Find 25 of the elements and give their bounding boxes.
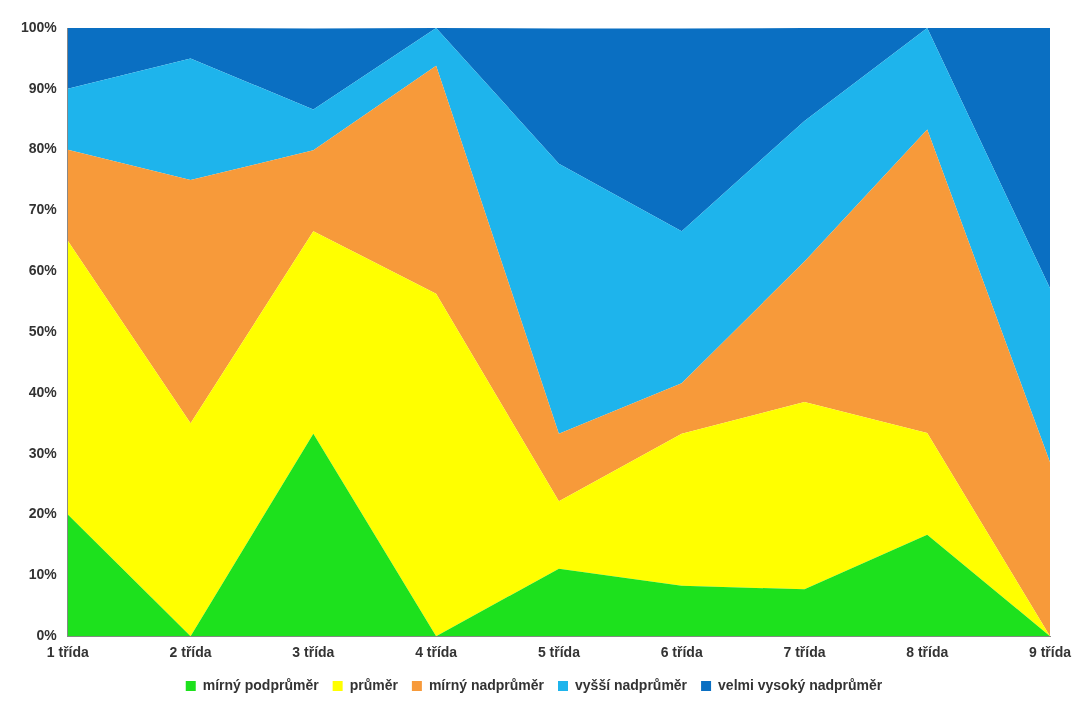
- x-tick-label: 9 třída: [1028, 644, 1072, 661]
- y-tick-label: 0%: [36, 627, 58, 644]
- x-tick-label: 6 třída: [660, 644, 703, 661]
- x-tick-label: 4 třída: [415, 644, 458, 661]
- y-tick-label: 30%: [28, 444, 58, 461]
- y-tick-label: 70%: [28, 201, 58, 218]
- y-tick-label: 100%: [20, 18, 58, 35]
- y-tick-label: 40%: [28, 383, 58, 400]
- x-tick-label: 7 třída: [783, 644, 826, 661]
- x-tick-label: 1 třída: [46, 644, 90, 661]
- y-tick-label: 80%: [28, 140, 58, 157]
- x-tick-label: 8 třída: [906, 644, 949, 661]
- x-tick-label: 3 třída: [292, 644, 335, 661]
- y-tick-label: 60%: [28, 262, 58, 279]
- legend-label: mírný podprůměr: [202, 676, 320, 693]
- y-tick-label: 20%: [28, 505, 58, 522]
- legend-label: mírný nadprůměr: [428, 676, 545, 693]
- x-tick-label: 5 třída: [537, 644, 581, 661]
- y-tick-label: 50%: [28, 322, 58, 339]
- x-tick-label: 2 třída: [169, 644, 212, 661]
- y-tick-label: 10%: [28, 566, 58, 583]
- legend-label: velmi vysoký nadprůměr: [718, 676, 883, 693]
- y-tick-label: 90%: [28, 79, 58, 96]
- legend-label: průměr: [349, 676, 399, 693]
- legend-label: vyšší nadprůměr: [575, 676, 688, 693]
